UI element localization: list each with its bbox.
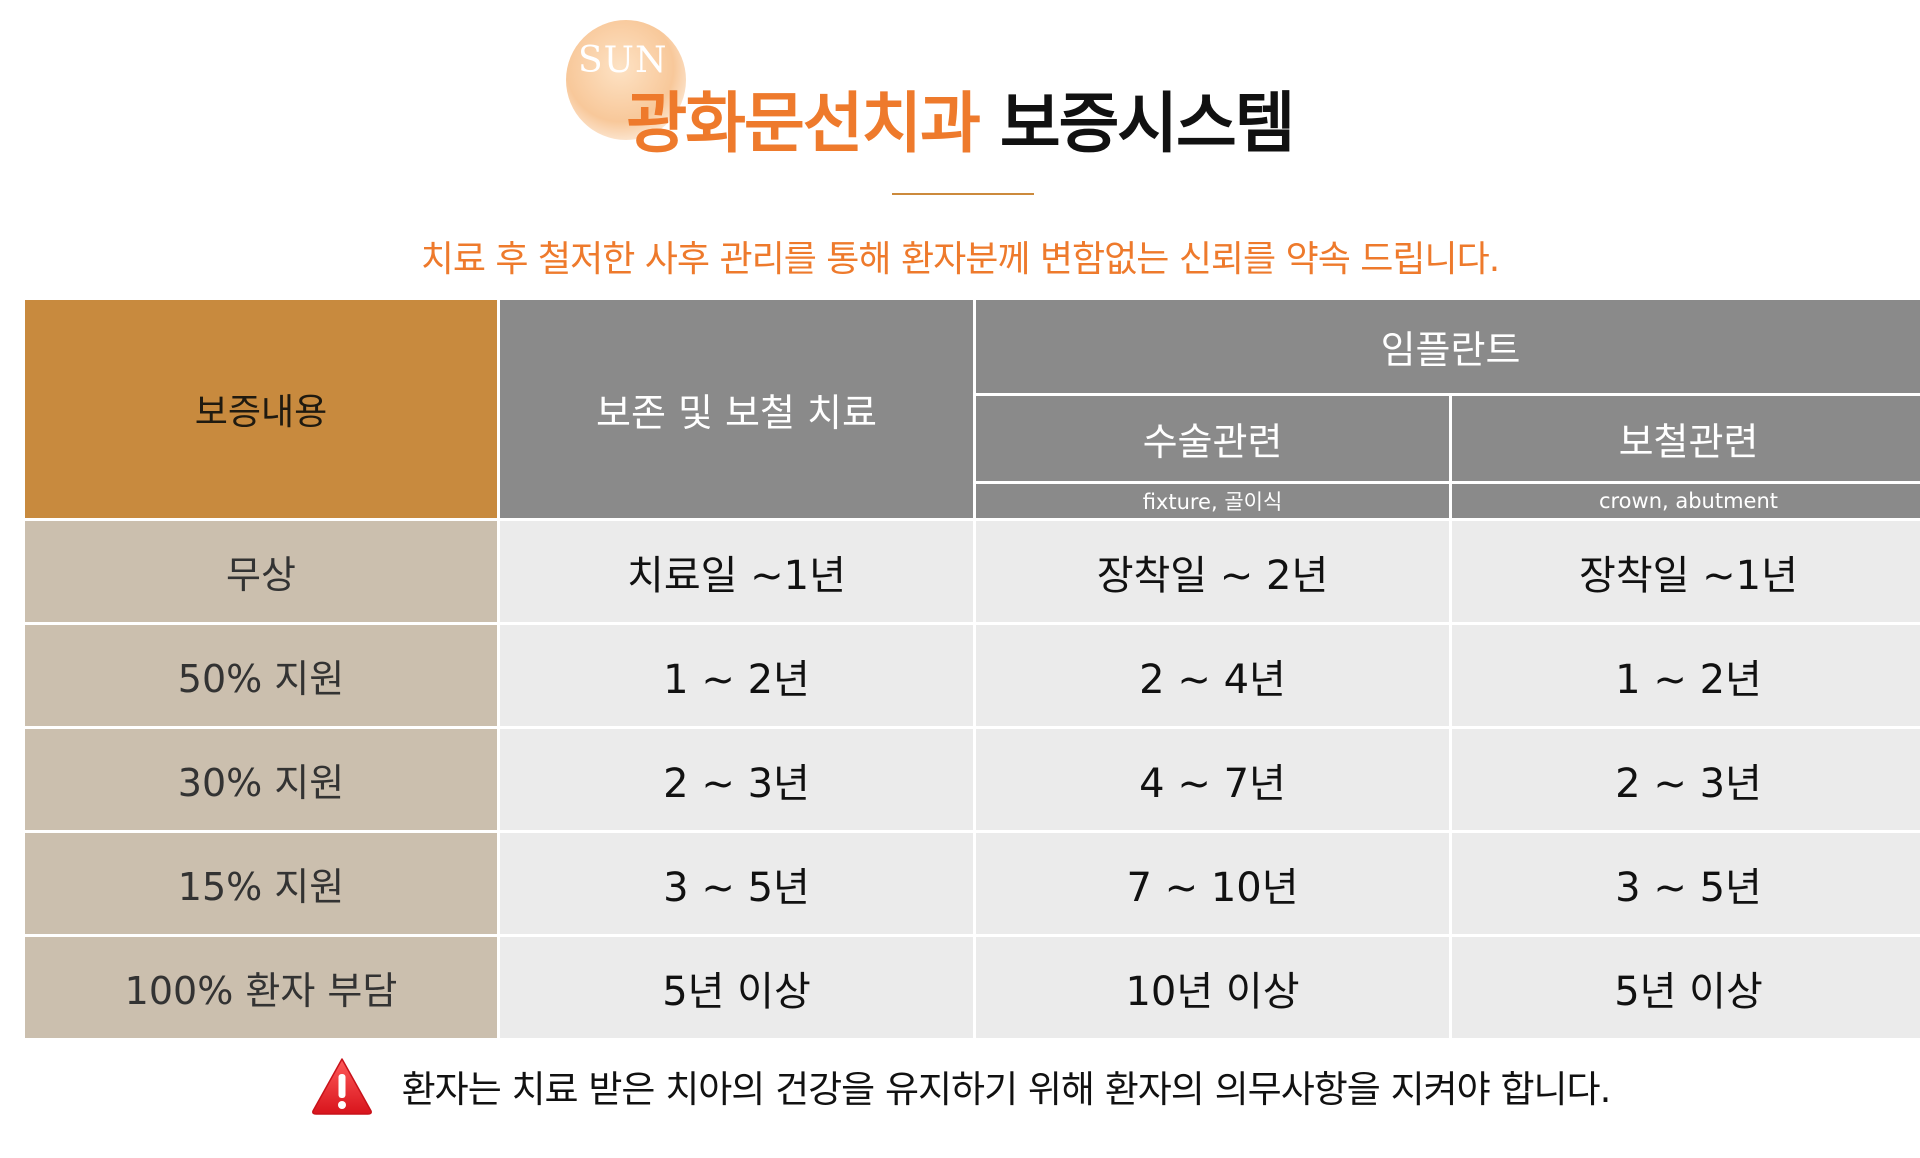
row-label: 15% 지원 (22, 830, 500, 937)
warranty-table: 보증내용 보존 및 보철 치료 임플란트 수술관련 보철관련 fixture, … (22, 297, 1920, 1041)
table-cell: 치료일 ~1년 (497, 518, 976, 625)
row-label: 100% 환자 부담 (22, 934, 500, 1041)
table-cell: 7 ~ 10년 (973, 830, 1452, 937)
table-cell: 5년 이상 (497, 934, 976, 1041)
table-row: 50% 지원 1 ~ 2년 2 ~ 4년 1 ~ 2년 (22, 622, 1920, 729)
table-cell: 4 ~ 7년 (973, 726, 1452, 833)
header-conservative-prosthetic: 보존 및 보철 치료 (497, 297, 976, 521)
table-row: 30% 지원 2 ~ 3년 4 ~ 7년 2 ~ 3년 (22, 726, 1920, 833)
row-label: 50% 지원 (22, 622, 500, 729)
table-cell: 10년 이상 (973, 934, 1452, 1041)
table-row: 100% 환자 부담 5년 이상 10년 이상 5년 이상 (22, 934, 1920, 1041)
page-title: 광화문선치과 보증시스템 (0, 70, 1920, 166)
row-label: 무상 (22, 518, 500, 625)
table-cell: 5년 이상 (1449, 934, 1920, 1041)
table-cell: 장착일 ~1년 (1449, 518, 1920, 625)
header-surgery: 수술관련 (973, 393, 1452, 484)
table-row: 무상 치료일 ~1년 장착일 ~ 2년 장착일 ~1년 (22, 518, 1920, 625)
table-cell: 3 ~ 5년 (497, 830, 976, 937)
table-cell: 장착일 ~ 2년 (973, 518, 1452, 625)
table-cell: 3 ~ 5년 (1449, 830, 1920, 937)
table-cell: 2 ~ 3년 (497, 726, 976, 833)
row-label: 30% 지원 (22, 726, 500, 833)
table-cell: 2 ~ 3년 (1449, 726, 1920, 833)
page-subtitle: 치료 후 철저한 사후 관리를 통해 환자분께 변함없는 신뢰를 약속 드립니다… (420, 239, 1500, 280)
table-row: 15% 지원 3 ~ 5년 7 ~ 10년 3 ~ 5년 (22, 830, 1920, 937)
title-clinic-name: 광화문선치과 (626, 85, 981, 162)
logo-text: SUN (578, 40, 668, 81)
header-prosthesis-sub: crown, abutment (1449, 481, 1920, 521)
table-cell: 1 ~ 2년 (497, 622, 976, 729)
header-warranty-content: 보증내용 (22, 297, 500, 521)
header-surgery-sub: fixture, 골이식 (973, 481, 1452, 521)
notice-text: 환자는 치료 받은 치아의 건강을 유지하기 위해 환자의 의무사항을 지켜야 … (401, 1068, 1612, 1111)
title-system: 보증시스템 (999, 85, 1296, 162)
header-implant: 임플란트 (973, 297, 1920, 396)
page-header: SUN 광화문선치과 보증시스템 치료 후 철저한 사후 관리를 통해 환자분께… (0, 0, 1920, 300)
header-prosthesis: 보철관련 (1449, 393, 1920, 484)
table-cell: 2 ~ 4년 (973, 622, 1452, 729)
warning-icon (311, 1058, 372, 1115)
patient-notice: 환자는 치료 받은 치아의 건강을 유지하기 위해 환자의 의무사항을 지켜야 … (0, 1056, 1920, 1116)
clinic-logo (566, 20, 686, 140)
table-cell: 1 ~ 2년 (1449, 622, 1920, 729)
title-divider (892, 193, 1034, 195)
